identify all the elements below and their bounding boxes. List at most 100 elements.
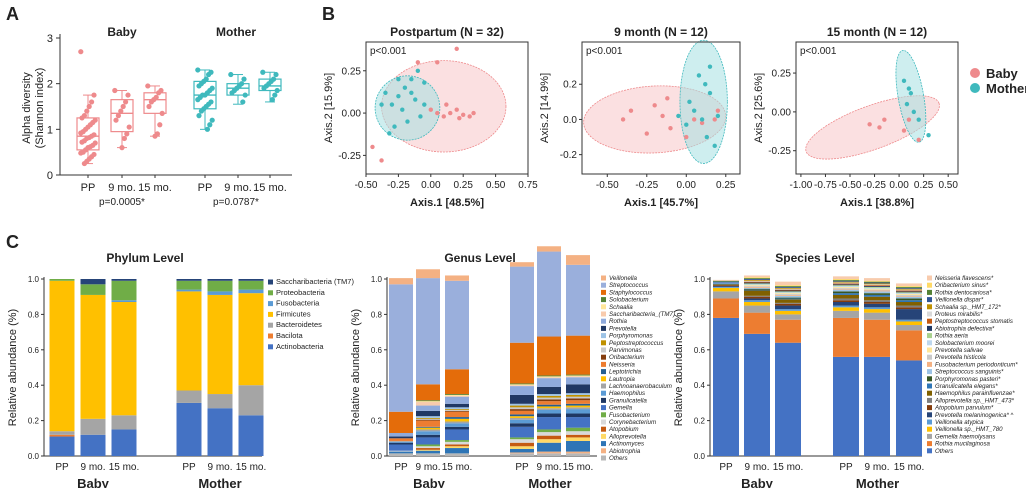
pcoa-subplot: Postpartum (N = 32) -0.50 -0.25 0.00 0.25 0.5… xyxy=(323,25,538,209)
bar-segment xyxy=(537,401,561,405)
bar-segment xyxy=(713,279,739,281)
bar-segment xyxy=(864,286,890,287)
y-axis-label: Relative abundance (%) xyxy=(673,309,685,426)
baby-point xyxy=(435,60,440,65)
data-point xyxy=(272,92,278,98)
bar-segment xyxy=(566,405,590,408)
bar-segment xyxy=(775,292,801,294)
bar-segment xyxy=(896,319,922,322)
bar-segment xyxy=(896,330,922,361)
bar-segment xyxy=(445,369,469,395)
box-iqr xyxy=(143,92,167,114)
bar-segment xyxy=(389,450,413,452)
data-point xyxy=(118,108,124,114)
alpha-diversity-chart: 0 1 2 3 Alpha diversity (Shannon index) Baby Mo… xyxy=(21,25,292,208)
bar-segment xyxy=(864,294,890,297)
data-point xyxy=(79,115,85,121)
bar-segment xyxy=(207,279,233,281)
legend-swatch xyxy=(927,397,932,403)
bar-segment xyxy=(744,288,770,290)
mother-point xyxy=(396,77,401,82)
legend-label: Oribacterium xyxy=(609,354,644,361)
y-tick-label: 0.0 xyxy=(371,452,383,461)
bar-segment xyxy=(775,305,801,310)
bar-segment xyxy=(238,415,264,456)
legend-swatch xyxy=(601,304,606,310)
bar-segment xyxy=(566,384,590,394)
bar-segment xyxy=(713,287,739,292)
legend-label: Rothia mucilaginosa xyxy=(935,441,990,448)
bar-segment xyxy=(416,429,440,432)
legend-label: Abiotrophia xyxy=(608,448,641,455)
bar-segment xyxy=(238,280,264,290)
y-tick-label: 0.0 xyxy=(694,452,706,461)
legend-swatch xyxy=(927,325,932,331)
bar-segment xyxy=(445,421,469,424)
stacked-bar xyxy=(744,275,770,456)
y-tick-label: -0.25 xyxy=(768,146,791,157)
legend-swatch xyxy=(601,376,606,382)
legend-label: Granulicatella elegans* xyxy=(935,383,998,390)
baby-point xyxy=(916,137,921,143)
bar-segment xyxy=(896,291,922,293)
bar-segment xyxy=(389,432,413,437)
legend-label: Veillonella xyxy=(609,275,638,282)
legend-label: Oribacterium sinus* xyxy=(935,282,989,289)
data-point xyxy=(269,97,275,103)
mother-point xyxy=(916,117,921,122)
legend-label: Abiotrophia defectiva* xyxy=(934,325,995,332)
bar-segment xyxy=(833,279,859,280)
bar-segment xyxy=(537,409,561,414)
bar-segment xyxy=(566,431,590,435)
bar-segment xyxy=(775,285,801,287)
bar-segment xyxy=(775,293,801,295)
bar-segment xyxy=(896,289,922,291)
bar-segment xyxy=(775,286,801,287)
x-tick-label: 0.25 xyxy=(914,180,934,191)
y-tick-label: 0.4 xyxy=(694,381,706,390)
legend-label: Firmicutes xyxy=(276,309,311,318)
bar-segment xyxy=(510,342,534,384)
stacked-bar xyxy=(111,279,137,456)
legend-baby-label: Baby xyxy=(986,66,1019,81)
bar-segment xyxy=(566,376,590,378)
baby-point xyxy=(877,125,882,130)
bar-segment xyxy=(389,442,413,445)
bar-segment xyxy=(566,409,590,414)
y-tick-label: 0.4 xyxy=(371,381,383,390)
legend-label: Rothia dentocariosa* xyxy=(935,289,992,296)
stacked-bar xyxy=(510,262,534,456)
group-label-mother: Mother xyxy=(528,476,571,488)
bar-segment xyxy=(864,300,890,303)
data-point xyxy=(195,67,201,73)
bar-segment xyxy=(176,280,202,290)
baby-point xyxy=(441,114,446,119)
phylum-chart: Phylum Level 0.0 0.2 0.4 0.6 0.8 1.0 Relative a… xyxy=(7,251,354,488)
stacked-bar xyxy=(864,278,890,456)
bar-segment xyxy=(566,255,590,265)
baby-point xyxy=(461,112,466,117)
legend-swatch xyxy=(927,311,932,317)
y-axis-label: Alpha diversity xyxy=(21,72,33,144)
x-tick-label: 15 mo. xyxy=(442,462,473,473)
bar-segment xyxy=(537,432,561,436)
bar-segment xyxy=(744,278,770,279)
phylum-legend: Saccharibacteria (TM7) Proteobacteria Fuso… xyxy=(268,277,354,351)
bar-segment xyxy=(510,417,534,420)
x-axis-label: Axis.1 [45.7%] xyxy=(624,197,698,209)
mother-title: Mother xyxy=(216,25,256,39)
legend-label: Solobacterium xyxy=(609,297,649,304)
bar-segment xyxy=(864,288,890,290)
data-point xyxy=(228,71,234,78)
y-axis-label: Axis.2 [14.9%] xyxy=(539,73,551,143)
bar-segment xyxy=(389,444,413,451)
legend-label: Granulicatella xyxy=(609,397,647,404)
legend-swatch xyxy=(601,347,606,353)
bar-segment xyxy=(566,264,590,336)
y-tick-label: 0.0 xyxy=(563,115,577,126)
bar-segment xyxy=(896,293,922,295)
x-tick-label: 9 mo. xyxy=(80,462,105,473)
legend-label: Peptostreptococcus stomatis xyxy=(935,318,1013,325)
bar-segment xyxy=(389,441,413,443)
